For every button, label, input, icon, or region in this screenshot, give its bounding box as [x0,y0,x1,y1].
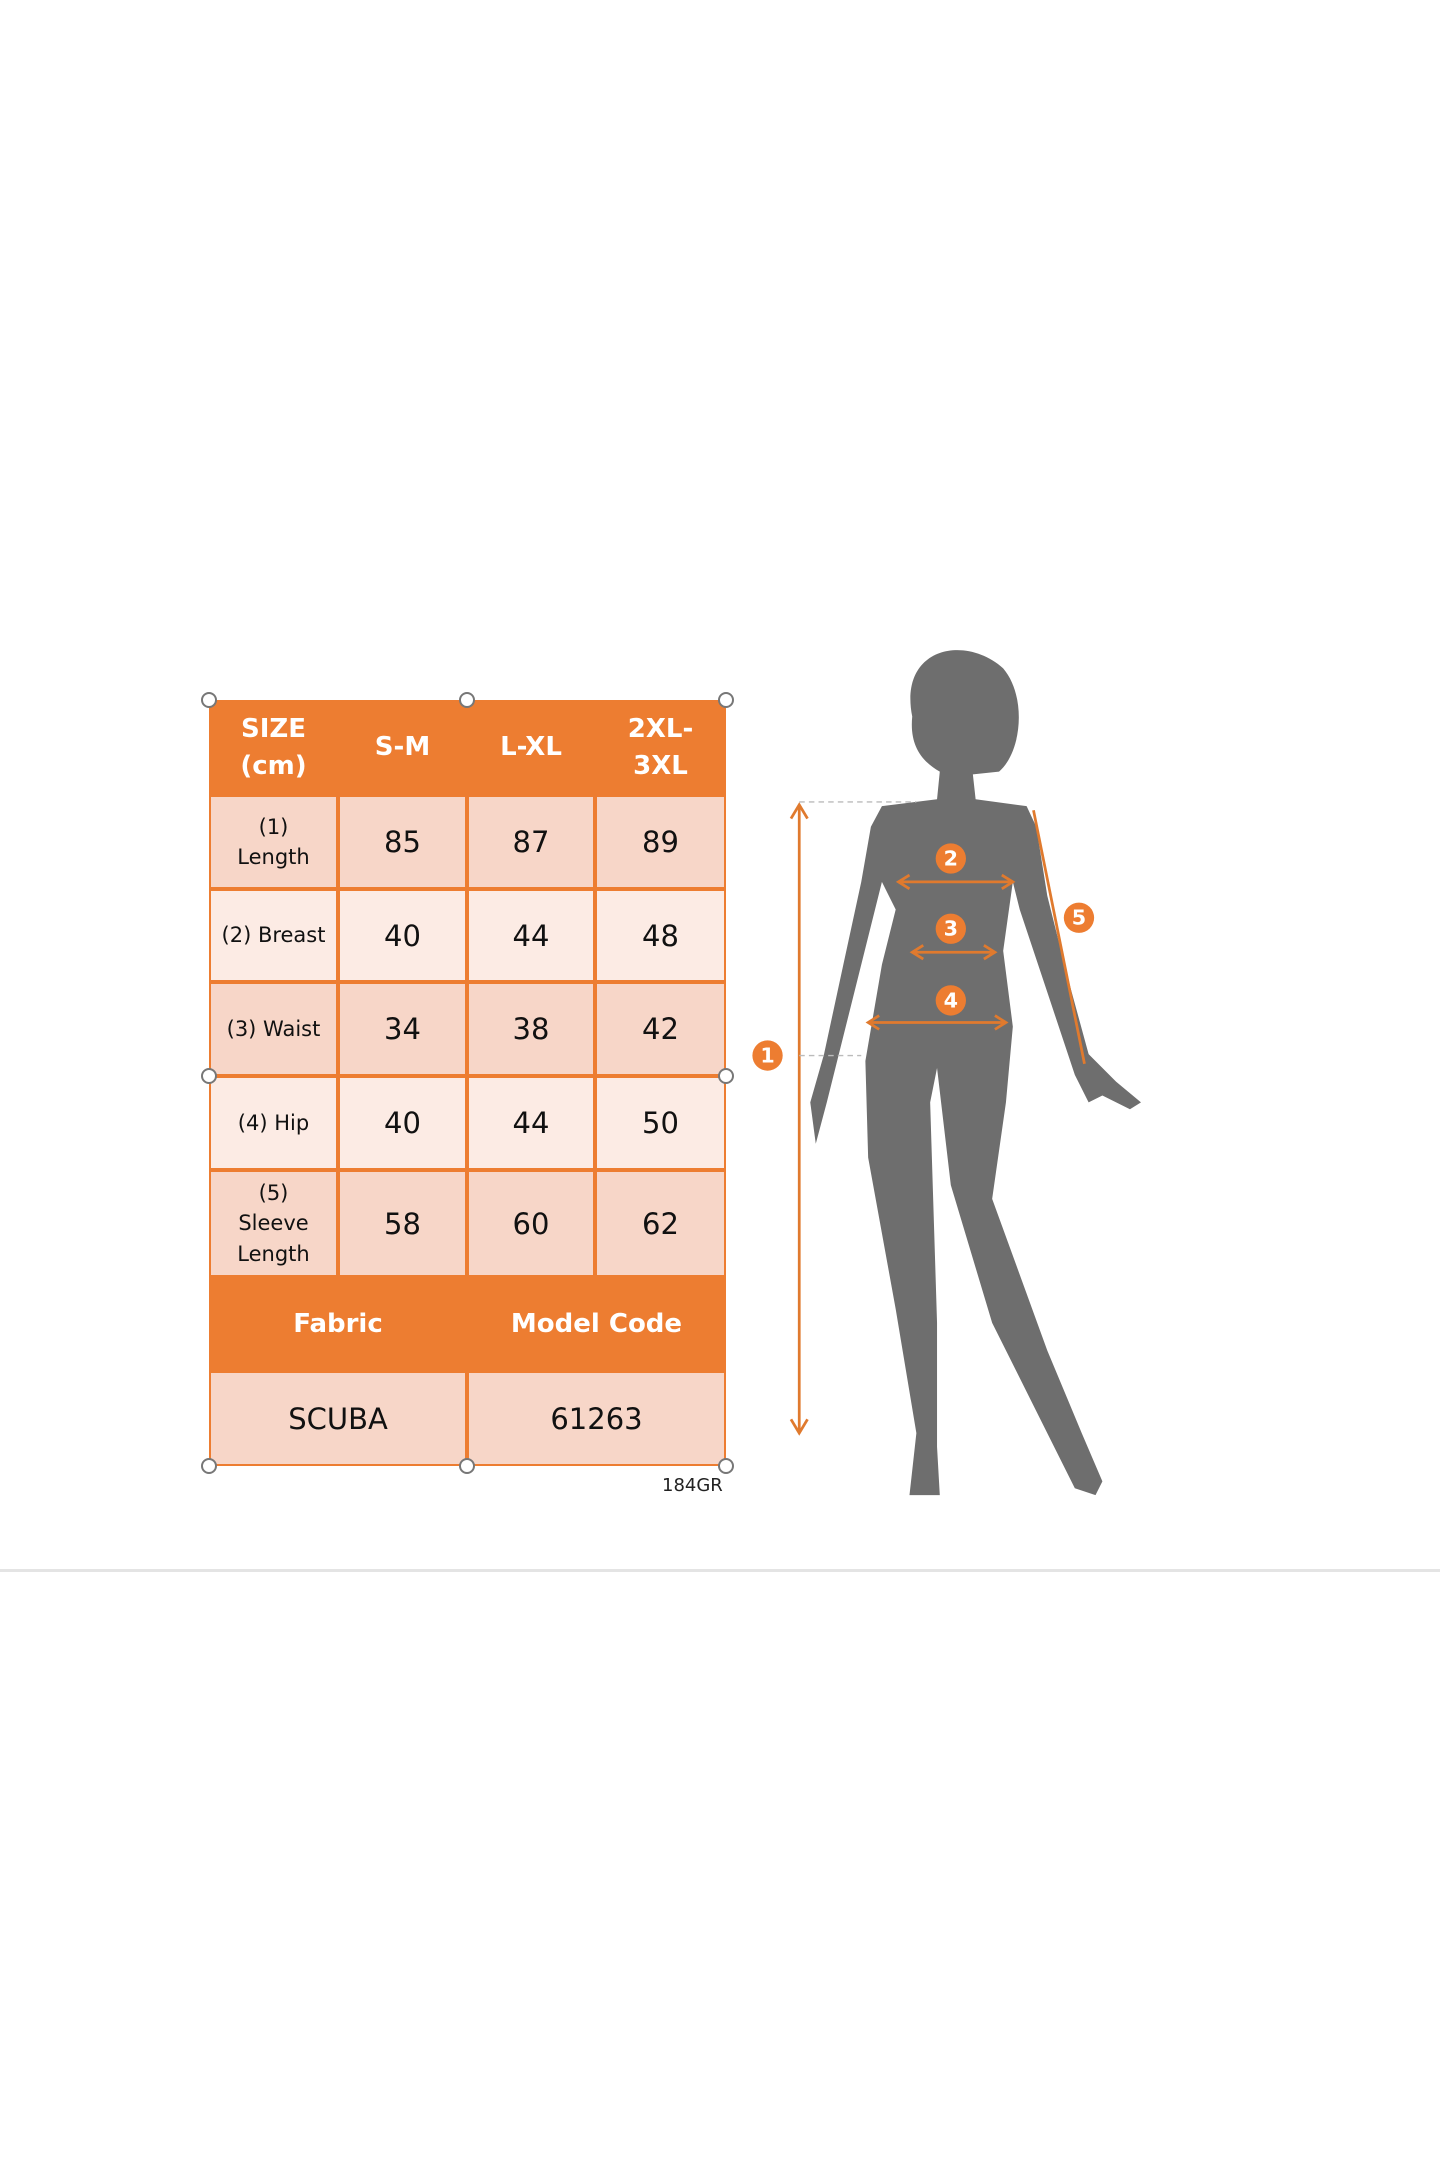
model-code-header: Model Code [467,1277,726,1371]
fabric-header: Fabric [209,1277,467,1371]
table-cell-text: 42 [642,1012,679,1046]
fabric-value-text: SCUBA [288,1401,388,1436]
header-column: L-XL [467,700,595,795]
silhouette [810,650,1141,1496]
header-size: SIZE (cm) [209,700,338,795]
sleeve-arrow [1032,809,1086,1065]
table-cell: 58 [338,1170,467,1277]
header-column-text: S-M [374,732,431,763]
row-label-text: (5) Sleeve Length [237,1180,310,1266]
model-code-value-text: 61263 [550,1401,643,1436]
table-cell: 50 [595,1076,726,1170]
table-cell: 40 [338,1076,467,1170]
table-cell: 40 [338,889,467,982]
table-cell: 44 [467,1076,595,1170]
row-label: (4) Hip [209,1076,338,1170]
marker-1: 1 [752,1040,783,1071]
table-cell-text: 38 [512,1012,550,1046]
marker-5: 5 [1063,902,1095,933]
header-column-text: L-XL [500,732,562,763]
table-cell-text: 50 [642,1106,679,1140]
fabric-header-text: Fabric [293,1308,383,1339]
marker-label: 5 [1072,906,1086,930]
table-cell-text: 87 [512,825,550,859]
table-cell-text: 85 [384,825,421,859]
header-column: 2XL- 3XL [595,700,726,795]
marker-label: 1 [760,1043,774,1067]
size-chart-table: SIZE (cm) S-M L-XL 2XL- 3XL (1) Length 85 87 89… [209,700,726,1466]
table-cell-text: 44 [512,918,550,953]
selection-handle [201,1068,217,1084]
table-cell: 42 [595,982,726,1076]
fabric-value: SCUBA [209,1371,467,1466]
marker-4: 4 [935,985,966,1016]
marker-3: 3 [935,913,966,944]
selection-handle [718,1458,734,1474]
model-code-header-text: Model Code [510,1308,683,1339]
table-cell: 89 [595,795,726,889]
table-cell-text: 40 [384,918,421,953]
divider [0,1569,1440,1572]
selection-handle [718,692,734,708]
table-cell-text: 48 [642,918,679,953]
row-label-text: (2) Breast [221,923,326,948]
table-cell-text: 58 [384,1206,421,1241]
table-cell-text: 40 [384,1106,421,1140]
row-label-text: (3) Waist [226,1016,321,1041]
table-cell-text: 34 [384,1012,421,1046]
header-column-text: 2XL- 3XL [627,714,694,781]
table-cell: 48 [595,889,726,982]
selection-handle [201,1458,217,1474]
image-code: 184GR [662,1475,723,1496]
marker-label: 4 [944,988,958,1012]
table-cell: 85 [338,795,467,889]
table-cell: 38 [467,982,595,1076]
row-label-text: (4) Hip [237,1110,310,1135]
row-label: (5) Sleeve Length [209,1170,338,1277]
row-label: (2) Breast [209,889,338,982]
table-cell: 60 [467,1170,595,1277]
marker-2: 2 [935,843,966,874]
header-size-text: SIZE (cm) [240,714,307,781]
table-cell-text: 62 [642,1206,679,1241]
table-cell-text: 60 [512,1206,550,1241]
model-code-value: 61263 [467,1371,726,1466]
marker-label: 3 [944,917,958,941]
table-cell: 62 [595,1170,726,1277]
row-label-text: (1) Length [237,814,310,869]
selection-handle [201,692,217,708]
table-cell: 44 [467,889,595,982]
table-cell-text: 44 [512,1106,550,1140]
row-label: (3) Waist [209,982,338,1076]
row-label: (1) Length [209,795,338,889]
table-cell: 87 [467,795,595,889]
selection-handle [459,692,475,708]
selection-handle [459,1458,475,1474]
table-cell-text: 89 [642,825,679,859]
marker-label: 2 [944,846,958,870]
table-cell: 34 [338,982,467,1076]
selection-handle [718,1068,734,1084]
header-column: S-M [338,700,467,795]
